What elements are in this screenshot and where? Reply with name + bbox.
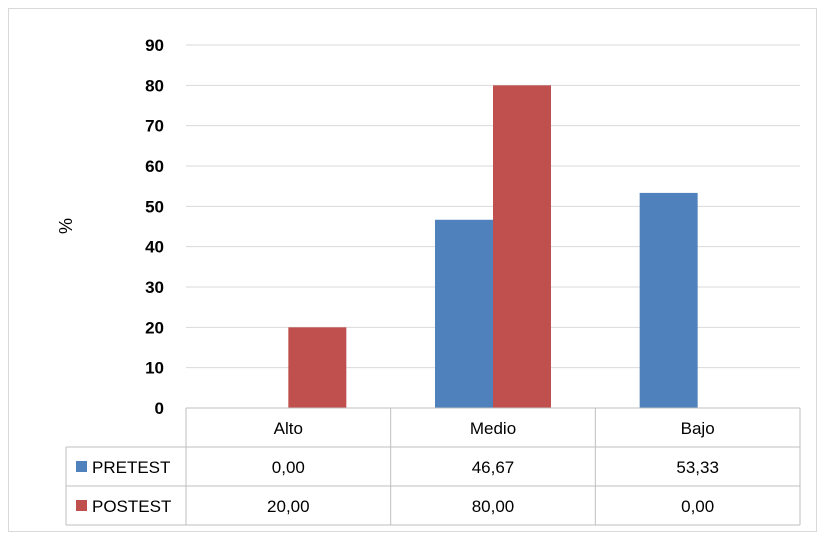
category-label: Bajo: [681, 419, 715, 438]
table-cell: 53,33: [676, 458, 719, 477]
bar-postest-alto: [288, 327, 347, 408]
table-cell: 80,00: [472, 497, 515, 516]
series-label: PRETEST: [92, 458, 170, 477]
y-tick-label: 40: [145, 238, 164, 257]
y-tick-label: 10: [145, 359, 164, 378]
table-cell: 46,67: [472, 458, 515, 477]
bar-pretest-medio: [435, 219, 493, 408]
table-cell: 20,00: [267, 497, 310, 516]
data-table: Alto Medio Bajo PRETEST 0,00 46,67 53,33 POSTES…: [65, 407, 801, 526]
bar-postest-medio: [493, 85, 551, 408]
y-tick-label: 50: [145, 197, 164, 216]
legend-key-postest: [76, 500, 87, 511]
y-tick-label: 70: [145, 117, 164, 136]
legend-key-pretest: [76, 461, 87, 472]
category-label: Alto: [274, 419, 303, 438]
y-tick-label: 0: [155, 399, 164, 418]
series-label: POSTEST: [92, 497, 171, 516]
y-axis-ticks: 0 10 20 30 40 50 60 70 80 90: [145, 36, 164, 418]
bars: [288, 85, 698, 408]
y-tick-label: 90: [145, 36, 164, 55]
category-label: Medio: [470, 419, 516, 438]
y-tick-label: 60: [145, 157, 164, 176]
y-tick-label: 20: [145, 318, 164, 337]
y-tick-label: 30: [145, 278, 164, 297]
table-cell: 0,00: [681, 497, 714, 516]
bar-pretest-bajo: [639, 192, 698, 408]
table-cell: 0,00: [272, 458, 305, 477]
y-axis-label: %: [56, 218, 76, 234]
chart-frame: [8, 8, 817, 532]
y-tick-label: 80: [145, 76, 164, 95]
